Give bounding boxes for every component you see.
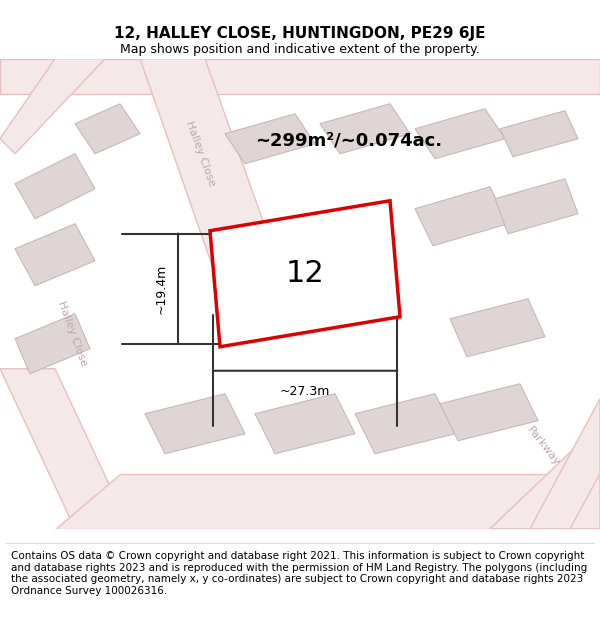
- Text: ~299m²/~0.074ac.: ~299m²/~0.074ac.: [255, 132, 442, 150]
- Polygon shape: [15, 154, 95, 219]
- Polygon shape: [500, 111, 578, 157]
- Polygon shape: [415, 187, 508, 246]
- Polygon shape: [55, 474, 600, 529]
- Polygon shape: [495, 179, 578, 234]
- Polygon shape: [440, 384, 538, 441]
- Polygon shape: [75, 104, 140, 154]
- Polygon shape: [320, 104, 410, 154]
- Text: ~19.4m: ~19.4m: [155, 264, 168, 314]
- Polygon shape: [530, 399, 600, 529]
- Text: 12, HALLEY CLOSE, HUNTINGDON, PE29 6JE: 12, HALLEY CLOSE, HUNTINGDON, PE29 6JE: [114, 26, 486, 41]
- Polygon shape: [255, 394, 355, 454]
- Polygon shape: [415, 109, 505, 159]
- Polygon shape: [0, 59, 600, 94]
- Text: ~27.3m: ~27.3m: [280, 385, 330, 398]
- Text: Map shows position and indicative extent of the property.: Map shows position and indicative extent…: [120, 42, 480, 56]
- Polygon shape: [15, 224, 95, 286]
- Text: Halley Close: Halley Close: [184, 120, 217, 188]
- Polygon shape: [0, 59, 105, 154]
- Text: Parkway: Parkway: [524, 425, 562, 468]
- Polygon shape: [140, 59, 280, 274]
- Polygon shape: [15, 314, 90, 374]
- Polygon shape: [490, 424, 600, 529]
- Polygon shape: [355, 394, 455, 454]
- Polygon shape: [145, 394, 245, 454]
- Text: Halley Close: Halley Close: [56, 300, 88, 368]
- Polygon shape: [210, 201, 400, 347]
- Text: Contains OS data © Crown copyright and database right 2021. This information is : Contains OS data © Crown copyright and d…: [11, 551, 587, 596]
- Polygon shape: [225, 114, 315, 164]
- Text: 12: 12: [286, 259, 325, 288]
- Polygon shape: [0, 369, 130, 529]
- Polygon shape: [450, 299, 545, 357]
